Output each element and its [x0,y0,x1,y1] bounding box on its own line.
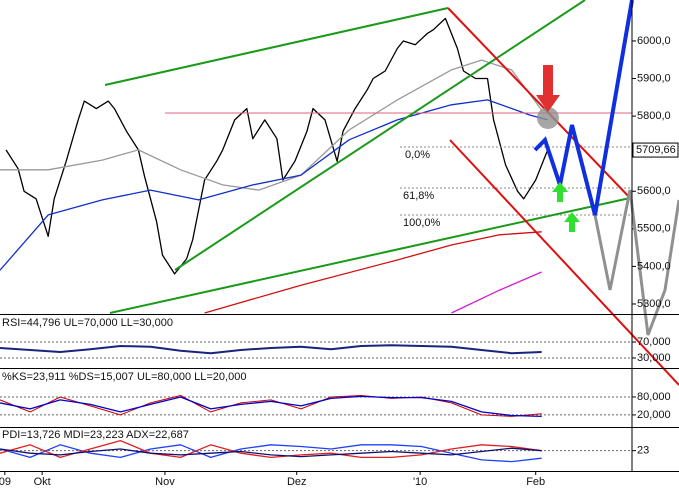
series-line [204,231,542,314]
panel-title: RSI=44,796 UL=70,000 LL=30,000 [2,317,173,329]
x-tick-label: Nov [155,476,175,488]
series-line [5,17,549,275]
projection [533,0,634,216]
trend-line [109,197,631,314]
series-line [0,99,548,271]
frame [0,0,679,472]
last-value-box [632,142,679,158]
series-line [0,447,542,458]
series-line [0,444,542,463]
series-line [0,395,542,417]
series-line [0,344,542,355]
last-value-label: 5709,66 [636,144,676,156]
y-tick-label: 70,000 [637,336,671,348]
arrow-down [536,65,560,112]
trend-line [174,0,586,271]
x-tick-label: Dez [287,476,307,488]
y-tick-label: 23 [637,445,649,457]
panel-title: %KS=23,911 %DS=15,007 UL=80,000 LL=20,00… [2,371,246,383]
arrow-up [564,212,580,232]
y-tick-label: 30,000 [637,352,671,364]
series-line [451,271,542,314]
trend-line [449,139,679,386]
annotation: 100,0% [403,217,441,229]
plot-area [0,17,636,475]
y-tick-label: 5500,0 [637,223,671,235]
y-tick-label: 6000,0 [637,35,671,47]
y-tick-label: 5400,0 [637,260,671,272]
x-tick-label: '10 [413,476,427,488]
y-tick-label: 5300,0 [637,298,671,310]
projection-alt [593,189,679,336]
y-tick-label: 5800,0 [637,110,671,122]
x-tick-label: Feb [526,476,545,488]
drawings [104,0,679,386]
x-tick-label: 09 [0,476,11,488]
series-line [0,59,543,191]
target-circle [537,107,559,129]
arrow-up [552,182,568,202]
y-tick-label: 5600,0 [637,185,671,197]
y-tick-label: 80,000 [637,391,671,403]
y-tick-label: 20,000 [637,409,671,421]
annotation: 0,0% [405,149,430,161]
trend-line [104,7,449,86]
annotation: 61,8% [403,190,434,202]
x-tick-label: Okt [34,476,51,488]
panel-title: PDI=13,726 MDI=23,223 ADX=22,687 [2,429,189,441]
labels: 6000,0 5900,0 5800,0 5600,0 5500,0 5400,0 5300… [0,35,679,488]
y-tick-label: 5900,0 [637,72,671,84]
series-line [0,395,542,418]
series-line [0,439,542,459]
